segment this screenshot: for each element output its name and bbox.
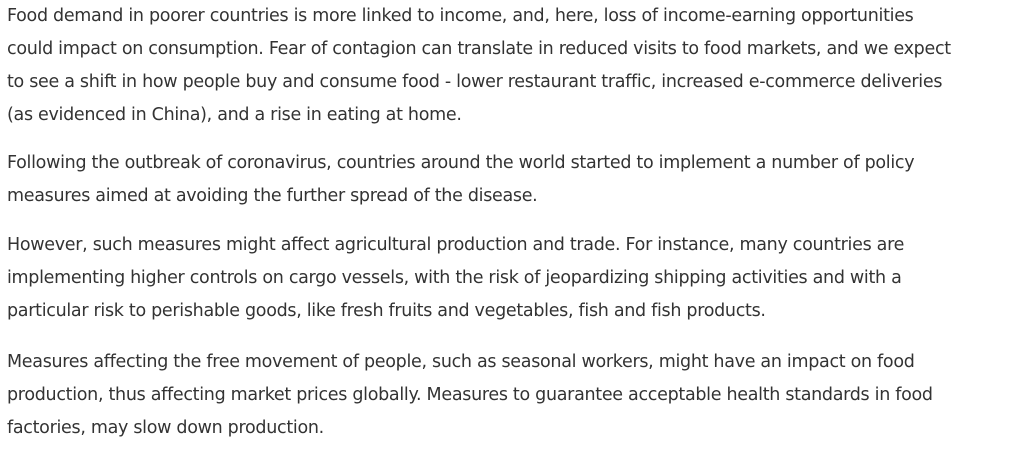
paragraph-line: factories, may slow down production. [7,418,324,438]
paragraph-line: Following the outbreak of coronavirus, c… [7,153,915,173]
paragraph-line: Food demand in poorer countries is more … [7,6,914,26]
paragraph-policy-measures: Following the outbreak of coronavirus, c… [7,147,1017,213]
paragraph-line: implementing higher controls on cargo ve… [7,268,902,288]
paragraph-agricultural-trade: However, such measures might affect agri… [7,229,1017,328]
paragraph-line: However, such measures might affect agri… [7,235,905,255]
paragraph-line: to see a shift in how people buy and con… [7,72,943,92]
paragraph-free-movement: Measures affecting the free movement of … [7,346,1017,445]
paragraph-line: production, thus affecting market prices… [7,385,933,405]
paragraph-line: Measures affecting the free movement of … [7,352,915,372]
paragraph-line: particular risk to perishable goods, lik… [7,301,766,321]
paragraph-line: measures aimed at avoiding the further s… [7,186,538,206]
paragraph-line: could impact on consumption. Fear of con… [7,39,951,59]
paragraph-food-demand: Food demand in poorer countries is more … [7,0,1017,132]
paragraph-line: (as evidenced in China), and a rise in e… [7,105,462,125]
